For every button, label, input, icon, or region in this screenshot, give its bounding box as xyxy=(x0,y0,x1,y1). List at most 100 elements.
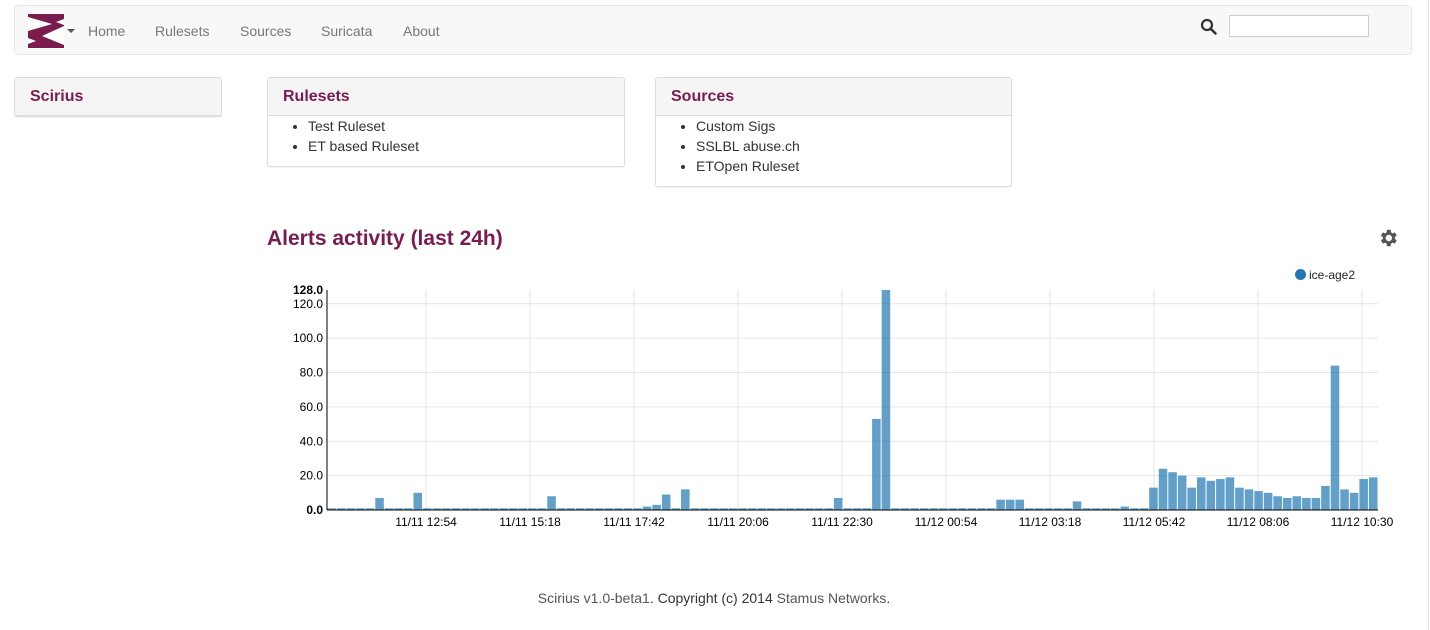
bar xyxy=(833,497,843,510)
x-tick-label: 11/12 00:54 xyxy=(915,515,978,529)
footer-version[interactable]: Scirius v1.0-beta1 xyxy=(537,590,650,606)
y-tick-label: 120.0 xyxy=(293,297,323,311)
bar xyxy=(767,508,776,510)
bar xyxy=(1359,479,1368,510)
sources-panel-title[interactable]: Sources xyxy=(656,78,1011,116)
bar xyxy=(509,508,518,510)
bar xyxy=(967,508,977,510)
source-item[interactable]: Custom Sigs xyxy=(696,116,1011,136)
alerts-activity-title: Alerts activity (last 24h) xyxy=(267,227,503,250)
ruleset-item[interactable]: ET based Ruleset xyxy=(308,136,624,156)
y-tick-label: 100.0 xyxy=(293,331,323,345)
x-tick-label: 11/12 10:30 xyxy=(1331,515,1394,529)
chart-legend[interactable]: ice-age2 xyxy=(1295,268,1355,282)
bar xyxy=(1053,508,1063,510)
logo-dropdown-caret-icon[interactable] xyxy=(67,29,75,33)
bar xyxy=(375,497,384,510)
bar xyxy=(1273,496,1282,510)
bar xyxy=(528,508,537,510)
rulesets-panel-title[interactable]: Rulesets xyxy=(268,78,624,116)
ruleset-item[interactable]: Test Ruleset xyxy=(308,116,624,136)
source-item[interactable]: ETOpen Ruleset xyxy=(696,156,1011,176)
x-tick-label: 11/12 05:42 xyxy=(1123,515,1186,529)
bar xyxy=(1235,487,1244,510)
bar xyxy=(633,508,642,510)
bar xyxy=(1130,508,1139,510)
bar xyxy=(1168,472,1177,510)
bar xyxy=(891,508,900,510)
sidebar-title[interactable]: Scirius xyxy=(15,78,221,116)
bar xyxy=(489,508,499,510)
bar xyxy=(652,504,661,510)
bar xyxy=(614,508,623,510)
bar xyxy=(1139,508,1149,510)
bar xyxy=(566,508,575,510)
source-item[interactable]: SSLBL abuse.ch xyxy=(696,136,1011,156)
gear-icon[interactable] xyxy=(1377,227,1399,249)
nav-home[interactable]: Home xyxy=(88,23,126,39)
bar xyxy=(547,496,556,510)
bar xyxy=(575,508,585,510)
bar xyxy=(327,508,337,510)
bar xyxy=(432,508,442,510)
bar xyxy=(1330,365,1340,510)
bar xyxy=(556,508,566,510)
bar xyxy=(1005,499,1015,510)
nav-sources[interactable]: Sources xyxy=(240,23,292,39)
bar xyxy=(900,508,910,510)
bar xyxy=(661,494,671,510)
nav-rulesets[interactable]: Rulesets xyxy=(155,23,210,39)
bar xyxy=(1196,477,1206,510)
bar xyxy=(642,506,652,510)
y-tick-label: 40.0 xyxy=(300,434,324,448)
bar xyxy=(881,290,891,510)
bar xyxy=(365,508,375,510)
footer-company-link[interactable]: Stamus Networks xyxy=(776,590,887,606)
bar xyxy=(451,508,461,510)
bar xyxy=(403,508,413,510)
bar xyxy=(442,508,451,510)
legend-dot-icon xyxy=(1295,269,1306,280)
bar xyxy=(470,508,480,510)
nav-suricata[interactable]: Suricata xyxy=(321,23,373,39)
bar xyxy=(394,508,403,510)
y-max-label: 128.0 xyxy=(293,283,323,297)
y-tick-label: 80.0 xyxy=(300,366,324,380)
bar xyxy=(700,508,709,510)
bar xyxy=(585,508,595,510)
bar xyxy=(843,508,852,510)
bar xyxy=(786,508,795,510)
bar xyxy=(518,508,528,510)
legend-series-label: ice-age2 xyxy=(1309,268,1356,282)
bar xyxy=(1349,492,1359,510)
x-tick-label: 11/12 03:18 xyxy=(1019,515,1082,529)
bar xyxy=(1292,496,1302,510)
bar xyxy=(1368,477,1378,510)
search-input[interactable] xyxy=(1229,15,1369,37)
bar xyxy=(1110,508,1120,510)
bar xyxy=(413,492,423,510)
bar xyxy=(872,418,881,510)
scirius-logo-icon[interactable] xyxy=(28,14,64,48)
bar xyxy=(1254,491,1263,510)
bar xyxy=(461,508,470,510)
bar xyxy=(996,499,1005,510)
bar xyxy=(356,508,365,510)
bar xyxy=(1044,508,1053,510)
nav-about[interactable]: About xyxy=(403,23,440,39)
bar xyxy=(384,508,394,510)
x-tick-label: 11/11 15:18 xyxy=(499,515,561,529)
bar xyxy=(671,508,681,510)
bar xyxy=(1321,485,1330,510)
bar xyxy=(929,508,938,510)
sidebar-panel: Scirius xyxy=(14,77,222,117)
x-tick-label: 11/11 20:06 xyxy=(707,515,769,529)
search-icon[interactable] xyxy=(1200,18,1218,36)
bar xyxy=(1340,489,1349,510)
bar xyxy=(862,508,872,510)
bar xyxy=(1206,480,1216,510)
bar xyxy=(604,508,614,510)
bar xyxy=(824,508,833,510)
bar xyxy=(1177,475,1187,510)
